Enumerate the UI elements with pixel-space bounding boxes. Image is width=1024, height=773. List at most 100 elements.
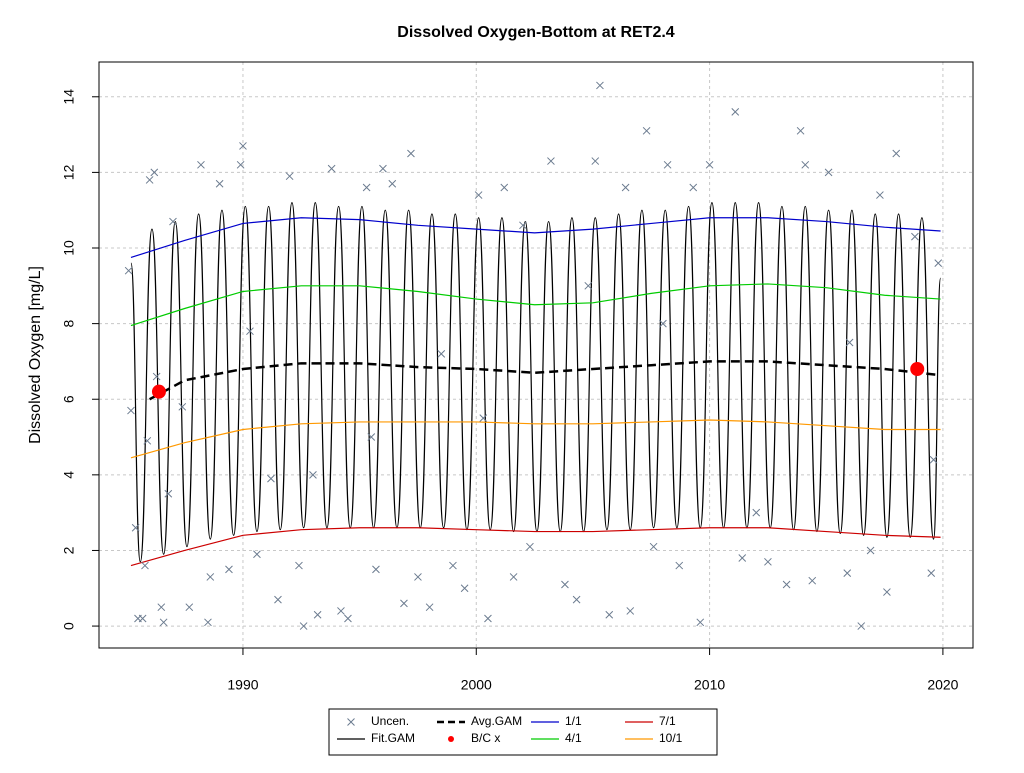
point: [388, 179, 397, 188]
point: [414, 573, 422, 581]
point: [675, 561, 684, 570]
y-tick-label: 14: [61, 89, 77, 105]
point: [845, 338, 854, 347]
point: [911, 232, 919, 241]
point: [367, 433, 376, 441]
point: [372, 565, 380, 574]
point: [151, 384, 166, 399]
legend-box: [328, 708, 718, 756]
legend-label: Avg.GAM: [471, 714, 522, 728]
point: [197, 160, 205, 169]
point: [927, 569, 936, 577]
point: [910, 361, 925, 376]
point: [460, 584, 469, 593]
point: [267, 474, 275, 483]
point: [738, 554, 747, 562]
point: [141, 561, 149, 570]
line: [130, 283, 941, 327]
point: [584, 281, 593, 290]
point: [526, 542, 534, 551]
y-tick-label: 10: [61, 240, 77, 256]
point: [866, 546, 875, 555]
point: [626, 607, 635, 615]
point: [696, 618, 705, 627]
x-tick-label: 1990: [227, 677, 258, 693]
point: [169, 217, 177, 226]
point: [519, 221, 527, 230]
point: [561, 580, 569, 589]
point: [143, 436, 152, 445]
point: [843, 569, 852, 577]
point: [796, 126, 805, 135]
point: [500, 183, 509, 192]
point: [274, 595, 282, 604]
point: [572, 595, 581, 604]
chart-title: Dissolved Oxygen-Bottom at RET2.4: [397, 24, 674, 41]
point: [596, 81, 604, 90]
point: [509, 573, 518, 581]
legend-label: Fit.GAM: [371, 731, 415, 745]
point: [591, 157, 600, 165]
point: [659, 319, 667, 328]
point: [400, 599, 408, 608]
plot-frame: [98, 61, 974, 649]
point: [425, 603, 434, 612]
point: [253, 550, 261, 559]
legend-symbol: [448, 736, 454, 742]
point: [327, 164, 336, 173]
point: [824, 168, 833, 177]
y-tick-label: 12: [61, 164, 77, 180]
point: [215, 179, 224, 188]
point: [484, 614, 492, 623]
point: [764, 557, 772, 566]
point: [131, 523, 140, 532]
point: [127, 406, 135, 415]
point: [801, 160, 810, 169]
line: [149, 360, 937, 401]
point: [752, 508, 761, 517]
legend-label: B/C x: [471, 731, 500, 745]
legend-label: 7/1: [659, 714, 676, 728]
point: [239, 142, 247, 150]
point: [479, 414, 488, 422]
point: [474, 191, 483, 199]
point: [124, 266, 133, 275]
y-tick-label: 8: [61, 320, 77, 328]
point: [285, 172, 294, 181]
legend-label: 1/1: [565, 714, 582, 728]
legend-label: Uncen.: [371, 714, 409, 728]
point: [731, 108, 740, 116]
point: [857, 622, 866, 630]
point: [159, 618, 168, 627]
point: [309, 470, 317, 479]
line: [130, 217, 941, 259]
x-tick-label: 2020: [927, 677, 958, 693]
point: [337, 607, 345, 615]
point: [164, 489, 173, 498]
point: [178, 402, 187, 411]
point: [204, 618, 212, 627]
point: [929, 455, 938, 464]
point: [236, 160, 245, 169]
legend-label: 4/1: [565, 731, 582, 745]
point: [437, 350, 446, 358]
point: [663, 160, 672, 169]
point: [547, 157, 555, 165]
point: [876, 191, 884, 199]
y-tick-label: 4: [61, 471, 77, 479]
x-tick-label: 2000: [461, 677, 492, 693]
point: [621, 183, 630, 192]
legend-label: 10/1: [659, 731, 683, 745]
point: [808, 576, 817, 585]
point: [362, 183, 371, 192]
point: [152, 372, 161, 381]
point: [299, 622, 308, 630]
point: [185, 603, 194, 612]
legend: Uncen. Fit.GAM Avg.GAM B/C x 1/1 4/1 7/1 10/1: [328, 708, 718, 756]
point: [782, 580, 791, 589]
legend-symbol: [347, 718, 355, 726]
point: [206, 573, 215, 581]
y-tick-label: 2: [61, 546, 77, 554]
